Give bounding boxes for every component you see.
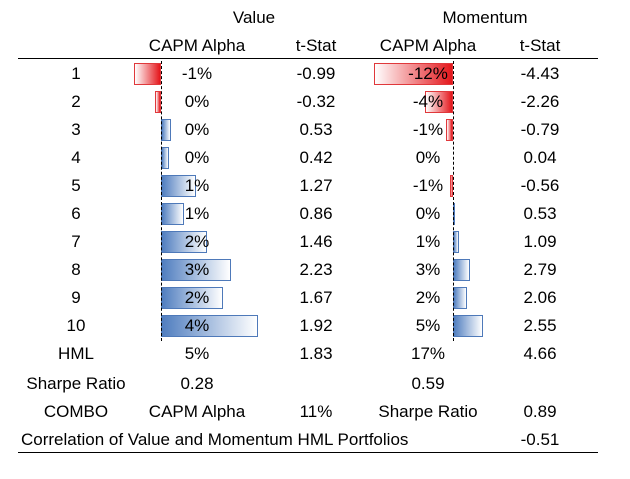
momentum-tstat: 0.04 (523, 148, 557, 167)
value-alpha-bar (161, 119, 172, 141)
combo-alpha-label: CAPM Alpha (148, 402, 246, 421)
momentum-tstat: 2.79 (523, 260, 557, 279)
momentum-tstat-column-header: t-Stat (519, 36, 561, 55)
value-tstat: 1.46 (299, 232, 333, 251)
row-label: 10 (66, 316, 86, 335)
value-alpha-bar (161, 147, 170, 169)
momentum-alpha: -1% (412, 176, 444, 195)
momentum-alpha: 0% (415, 204, 441, 223)
correlation-label: Correlation of Value and Momentum HML Po… (21, 430, 409, 449)
hml-momentum-tstat: 4.66 (523, 344, 557, 363)
momentum-alpha-bar (449, 175, 453, 197)
momentum-alpha: -12% (408, 64, 448, 83)
value-zero-axis (161, 61, 162, 341)
momentum-tstat: -0.79 (520, 120, 560, 139)
hml-value-alpha: 5% (184, 344, 210, 363)
correlation-value: -0.51 (520, 430, 560, 449)
value-alpha: 1% (184, 204, 210, 223)
momentum-tstat: -4.43 (520, 64, 560, 83)
value-alpha: 0% (184, 148, 210, 167)
momentum-alpha-column-header: CAPM Alpha (379, 36, 477, 55)
momentum-tstat: 2.06 (523, 288, 557, 307)
value-alpha: 0% (184, 120, 210, 139)
row-label: 2 (71, 92, 81, 111)
momentum-alpha-bar (453, 315, 483, 337)
row-label: 8 (71, 260, 81, 279)
value-alpha-bar (161, 315, 259, 337)
value-alpha-bar (161, 203, 184, 225)
momentum-alpha: 0% (415, 148, 441, 167)
sharpe-label: Sharpe Ratio (26, 374, 126, 393)
value-alpha: 3% (184, 260, 210, 279)
row-label: 7 (71, 232, 81, 251)
value-alpha-column-header: CAPM Alpha (148, 36, 246, 55)
hml-momentum-alpha: 17% (410, 344, 446, 363)
hml-value-tstat: 1.83 (299, 344, 333, 363)
header-rule (18, 58, 598, 59)
momentum-alpha-bar (453, 287, 467, 309)
value-alpha: 4% (184, 316, 210, 335)
value-tstat: -0.32 (296, 92, 336, 111)
momentum-alpha: 1% (415, 232, 441, 251)
value-alpha: 2% (184, 288, 210, 307)
row-label: 6 (71, 204, 81, 223)
hml-label: HML (58, 344, 94, 363)
momentum-alpha-bar (373, 63, 453, 85)
momentum-tstat: 2.55 (523, 316, 557, 335)
value-tstat: 0.86 (299, 204, 333, 223)
momentum-alpha-bar (453, 259, 471, 281)
row-label: 3 (71, 120, 81, 139)
momentum-alpha: -1% (412, 120, 444, 139)
value-tstat: 1.27 (299, 176, 333, 195)
value-tstat: 1.92 (299, 316, 333, 335)
row-label: 9 (71, 288, 81, 307)
momentum-alpha: 5% (415, 316, 441, 335)
value-alpha: 1% (184, 176, 210, 195)
momentum-tstat: 0.53 (523, 204, 557, 223)
value-tstat-column-header: t-Stat (295, 36, 337, 55)
momentum-alpha-bar (445, 119, 453, 141)
value-tstat: -0.99 (296, 64, 336, 83)
value-header: Value (232, 8, 276, 27)
row-label: 5 (71, 176, 81, 195)
momentum-tstat: 1.09 (523, 232, 557, 251)
row-label: 1 (71, 64, 81, 83)
value-alpha-bar (154, 91, 161, 113)
value-alpha: 0% (184, 92, 210, 111)
value-alpha: -1% (181, 64, 213, 83)
value-tstat: 2.23 (299, 260, 333, 279)
value-alpha: 2% (184, 232, 210, 251)
momentum-alpha: 3% (415, 260, 441, 279)
combo-label: COMBO (43, 402, 109, 421)
momentum-alpha: 2% (415, 288, 441, 307)
combo-sharpe: 0.89 (523, 402, 557, 421)
row-label: 4 (71, 148, 81, 167)
momentum-header: Momentum (442, 8, 528, 27)
value-alpha-bar (134, 63, 161, 85)
sharpe-value: 0.28 (180, 374, 214, 393)
combo-sharpe-label: Sharpe Ratio (378, 402, 478, 421)
value-tstat: 1.67 (299, 288, 333, 307)
momentum-zero-axis (453, 61, 454, 341)
value-tstat: 0.53 (299, 120, 333, 139)
combo-alpha: 11% (299, 402, 333, 421)
sharpe-momentum: 0.59 (411, 374, 445, 393)
footer-rule (18, 452, 598, 453)
momentum-alpha-bar (424, 91, 453, 113)
momentum-tstat: -0.56 (520, 176, 560, 195)
momentum-alpha: -4% (412, 92, 444, 111)
momentum-tstat: -2.26 (520, 92, 560, 111)
value-tstat: 0.42 (299, 148, 333, 167)
